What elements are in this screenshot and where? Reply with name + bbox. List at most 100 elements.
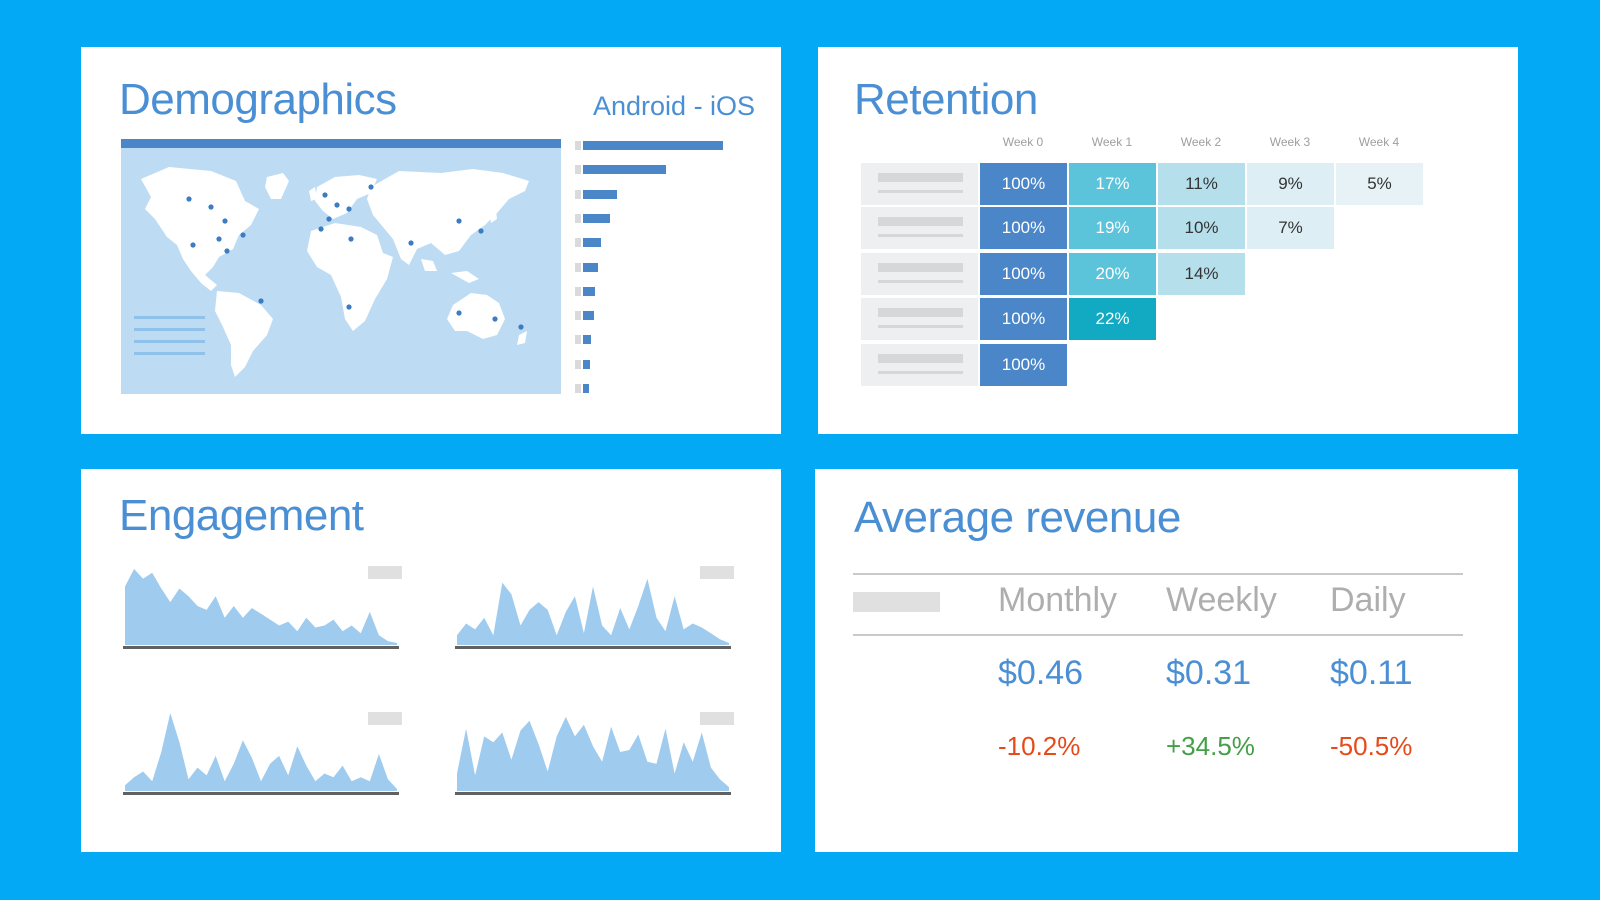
cohort-label-line: [878, 354, 963, 363]
engagement-sparkline[interactable]: [453, 705, 733, 797]
revenue-value: $0.46: [998, 654, 1084, 692]
legend-line: [134, 328, 205, 331]
legend-line: [134, 316, 205, 319]
platform-bar[interactable]: [583, 165, 666, 175]
platform-bar[interactable]: [583, 141, 723, 150]
week-header: Week 2: [1180, 135, 1222, 149]
sparkline-label-placeholder: [368, 712, 402, 725]
engagement-sparkline[interactable]: [453, 559, 733, 651]
bar-track: [575, 262, 581, 272]
cohort-label-line: [878, 263, 963, 272]
retention-cell[interactable]: 22%: [1069, 298, 1156, 340]
engagement-sparkline[interactable]: [121, 559, 401, 651]
sparkline-label-placeholder: [700, 712, 734, 725]
revenue-change: -50.5%: [1330, 731, 1413, 761]
bar-track: [575, 335, 581, 345]
bar-track: [575, 238, 581, 248]
retention-cell[interactable]: 11%: [1158, 163, 1245, 205]
retention-cell[interactable]: 14%: [1158, 253, 1245, 295]
sparkline-baseline: [123, 792, 399, 795]
demographics-card: Demographics Android - iOS: [81, 47, 781, 434]
cohort-label: [861, 253, 978, 295]
retention-cell[interactable]: 100%: [980, 207, 1067, 249]
row-label-placeholder: [853, 592, 940, 612]
sparkline-area: [457, 578, 729, 645]
table-header-rule: [853, 634, 1463, 636]
world-map-graphic: [141, 167, 529, 377]
retention-cell[interactable]: 20%: [1069, 253, 1156, 295]
retention-card: Retention Week 0 Week 1 Week 2 Week 3 Week 4…: [818, 47, 1518, 434]
retention-cell[interactable]: 5%: [1336, 163, 1423, 205]
sparkline-area: [125, 713, 397, 791]
platform-bar[interactable]: [583, 262, 598, 272]
sparkline-area: [125, 569, 397, 645]
revenue-period-header: Weekly: [1166, 581, 1277, 619]
revenue-period-header: Monthly: [998, 581, 1118, 619]
world-map[interactable]: [121, 139, 561, 394]
sparkline-baseline: [455, 646, 731, 649]
revenue-value: $0.31: [1166, 654, 1252, 692]
engagement-card: Engagement: [81, 469, 781, 852]
platform-bar[interactable]: [583, 384, 589, 393]
cohort-label-line: [878, 173, 963, 182]
retention-cell[interactable]: 7%: [1247, 207, 1334, 249]
bar-track: [575, 359, 581, 369]
retention-cell[interactable]: 100%: [980, 298, 1067, 340]
bar-track: [575, 286, 581, 296]
bar-track: [575, 189, 581, 199]
engagement-title: Engagement: [119, 491, 364, 540]
engagement-sparkline[interactable]: [121, 705, 401, 797]
cohort-label: [861, 163, 978, 205]
revenue-change: +34.5%: [1166, 731, 1255, 761]
platform-bar[interactable]: [583, 189, 617, 199]
platform-bar[interactable]: [583, 335, 591, 345]
sparkline-baseline: [455, 792, 731, 795]
retention-cell[interactable]: 17%: [1069, 163, 1156, 205]
legend-line: [134, 340, 205, 343]
demographics-title: Demographics: [119, 75, 397, 124]
sparkline-label-placeholder: [368, 566, 402, 579]
cohort-label-line: [878, 217, 963, 226]
average-revenue-card: Average revenue Monthly $0.46 -10.2% Weekly…: [815, 469, 1518, 852]
platform-bar[interactable]: [583, 311, 594, 321]
week-header: Week 1: [1091, 135, 1133, 149]
retention-cell[interactable]: 10%: [1158, 207, 1245, 249]
map-header-bar: [121, 139, 561, 148]
week-header: Week 4: [1358, 135, 1400, 149]
cohort-label-line: [878, 371, 963, 374]
sparkline-label-placeholder: [700, 566, 734, 579]
average-revenue-title: Average revenue: [854, 493, 1181, 542]
retention-cell[interactable]: 9%: [1247, 163, 1334, 205]
cohort-label-line: [878, 308, 963, 317]
cohort-label-line: [878, 325, 963, 328]
revenue-value: $0.11: [1330, 654, 1413, 692]
cohort-label-line: [878, 234, 963, 237]
user-location-dots: [186, 184, 524, 330]
retention-cell[interactable]: 100%: [980, 163, 1067, 205]
revenue-period-header: Daily: [1330, 581, 1406, 619]
continents: [141, 167, 529, 377]
cohort-label: [861, 298, 978, 340]
retention-cell[interactable]: 100%: [980, 253, 1067, 295]
platform-subtitle: Android - iOS: [593, 91, 756, 121]
platform-bar[interactable]: [583, 238, 601, 248]
bar-track: [575, 165, 581, 175]
revenue-change: -10.2%: [998, 731, 1081, 761]
week-header: Week 0: [1002, 135, 1044, 149]
bar-track: [575, 141, 581, 150]
platform-bar[interactable]: [583, 359, 590, 369]
cohort-label-line: [878, 280, 963, 283]
bar-track: [575, 384, 581, 393]
sparkline-area: [457, 716, 729, 791]
retention-cell[interactable]: 100%: [980, 344, 1067, 386]
cohort-label: [861, 207, 978, 249]
bar-track: [575, 311, 581, 321]
retention-title: Retention: [854, 75, 1038, 124]
table-top-rule: [853, 573, 1463, 575]
platform-bar[interactable]: [583, 213, 610, 223]
bar-track: [575, 213, 581, 223]
retention-cell[interactable]: 19%: [1069, 207, 1156, 249]
sparkline-baseline: [123, 646, 399, 649]
platform-bar[interactable]: [583, 286, 595, 296]
legend-line: [134, 352, 205, 355]
